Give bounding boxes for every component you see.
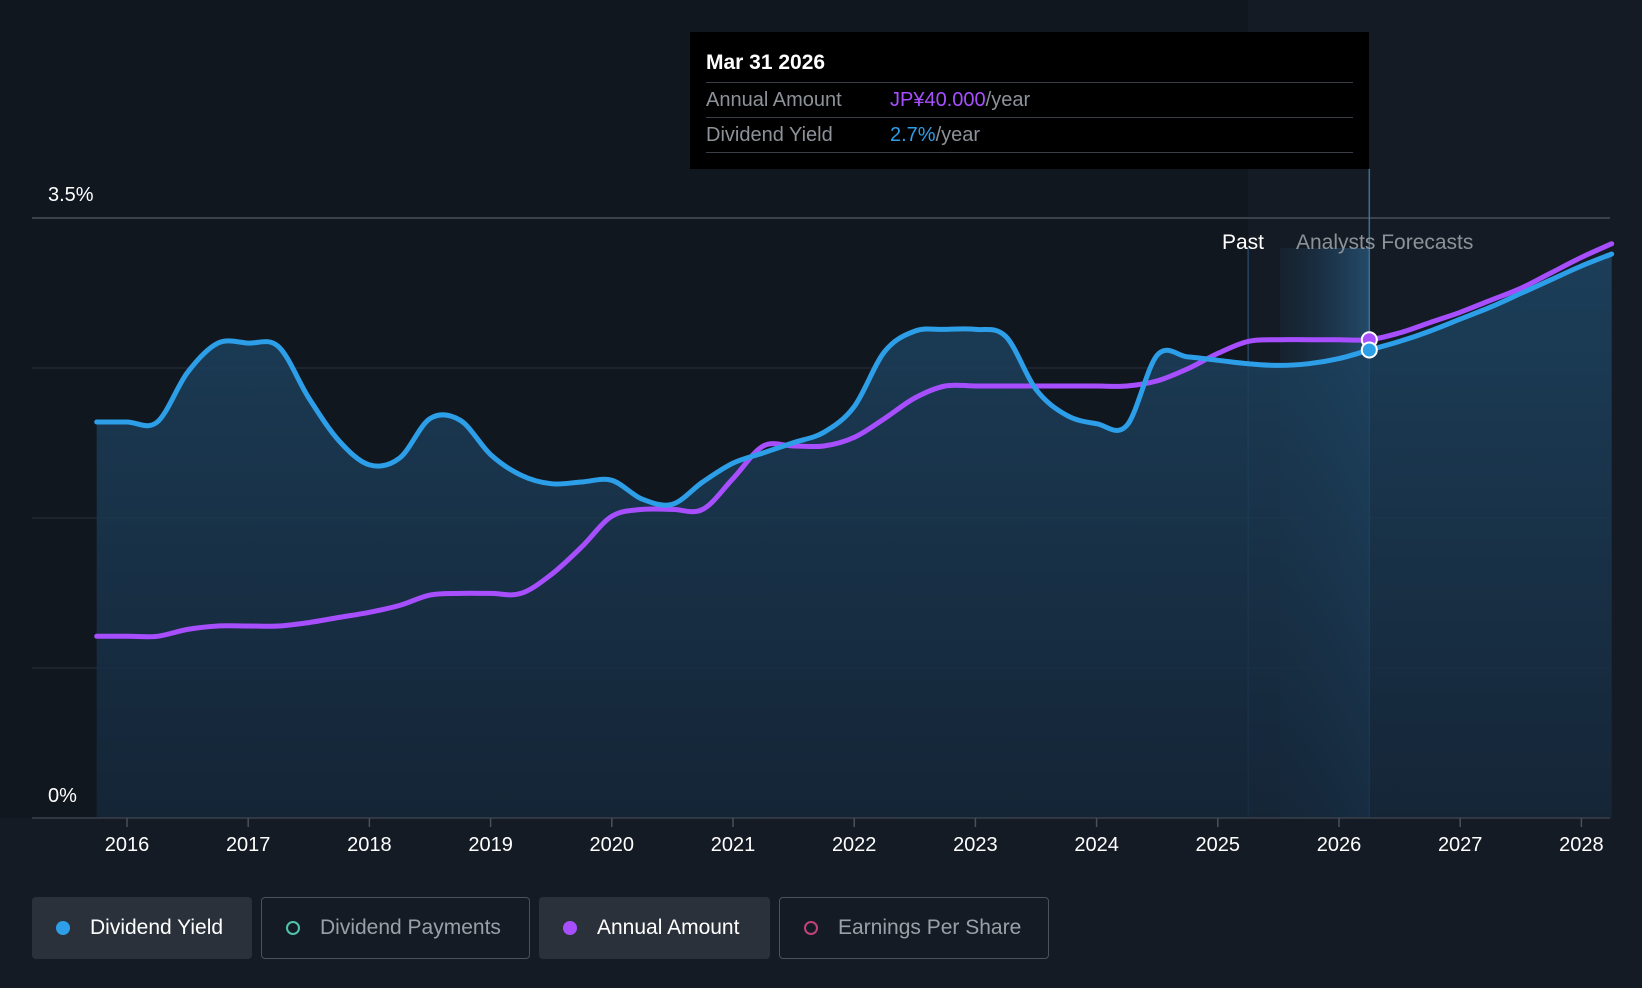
x-tick-label: 2024 bbox=[1074, 834, 1119, 856]
legend-label: Dividend Payments bbox=[320, 916, 501, 939]
tooltip-label: Annual Amount bbox=[706, 89, 842, 111]
tooltip-label: Dividend Yield bbox=[706, 124, 833, 146]
tooltip: Mar 31 2026 Annual Amount JP¥40.000 /yea… bbox=[690, 32, 1369, 169]
earnings-per-share-ring-icon bbox=[804, 921, 818, 935]
annual-amount-line bbox=[94, 241, 1615, 640]
tooltip-unit: /year bbox=[935, 124, 981, 146]
x-tick-label: 2018 bbox=[347, 834, 392, 856]
y-tick-label-top: 3.5% bbox=[48, 184, 94, 206]
annual-amount-dot-icon bbox=[563, 921, 577, 935]
past-label: Past bbox=[1222, 231, 1264, 254]
legend-label: Annual Amount bbox=[597, 916, 740, 939]
dividend-payments-ring-icon bbox=[286, 921, 300, 935]
x-tick-label: 2025 bbox=[1196, 834, 1241, 856]
x-tick-label: 2027 bbox=[1438, 834, 1483, 856]
x-tick-label: 2026 bbox=[1317, 834, 1362, 856]
x-tick-label: 2028 bbox=[1559, 834, 1604, 856]
x-tick-label: 2020 bbox=[590, 834, 635, 856]
tooltip-unit: /year bbox=[985, 89, 1031, 111]
tooltip-row-annual-amount: Annual Amount JP¥40.000 /year bbox=[706, 83, 1353, 118]
dividend-yield-dot-icon bbox=[56, 921, 70, 935]
x-tick-label: 2023 bbox=[953, 834, 998, 856]
legend-item-dividend-payments[interactable]: Dividend Payments bbox=[261, 897, 530, 959]
legend: Dividend Yield Dividend Payments Annual … bbox=[32, 897, 1049, 959]
legend-label: Dividend Yield bbox=[90, 916, 224, 939]
tooltip-row-dividend-yield: Dividend Yield 2.7% /year bbox=[706, 118, 1353, 153]
y-tick-label-bottom: 0% bbox=[48, 785, 77, 807]
dividend-yield-area bbox=[96, 254, 1612, 818]
legend-item-dividend-yield[interactable]: Dividend Yield bbox=[32, 897, 252, 959]
x-tick-label: 2019 bbox=[468, 834, 513, 856]
x-tick-label: 2016 bbox=[105, 834, 150, 856]
tooltip-date: Mar 31 2026 bbox=[706, 32, 1353, 83]
legend-label: Earnings Per Share bbox=[838, 916, 1022, 939]
dividend-yield-marker[interactable] bbox=[1360, 341, 1378, 359]
forecast-label: Analysts Forecasts bbox=[1296, 231, 1473, 254]
x-tick-label: 2022 bbox=[832, 834, 877, 856]
x-tick-label: 2017 bbox=[226, 834, 271, 856]
x-tick-label: 2021 bbox=[711, 834, 756, 856]
tooltip-value: JP¥40.000 bbox=[890, 89, 986, 111]
legend-item-annual-amount[interactable]: Annual Amount bbox=[539, 897, 770, 959]
tooltip-value: 2.7% bbox=[890, 124, 936, 146]
dividend-yield-line bbox=[94, 251, 1615, 508]
legend-item-earnings-per-share[interactable]: Earnings Per Share bbox=[779, 897, 1049, 959]
